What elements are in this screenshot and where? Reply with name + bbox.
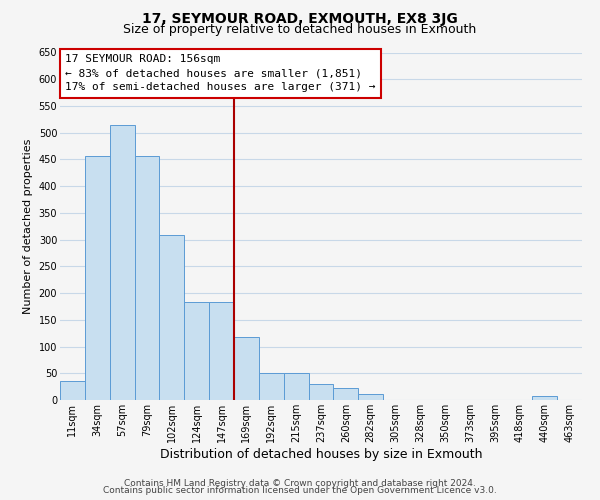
Bar [209, 302, 234, 400]
Bar [184, 302, 209, 400]
Bar [334, 388, 358, 400]
Text: Contains HM Land Registry data © Crown copyright and database right 2024.: Contains HM Land Registry data © Crown c… [124, 478, 476, 488]
Bar [234, 337, 259, 400]
Text: 17 SEYMOUR ROAD: 156sqm
← 83% of detached houses are smaller (1,851)
17% of semi: 17 SEYMOUR ROAD: 156sqm ← 83% of detache… [65, 54, 376, 92]
Bar [308, 384, 334, 400]
Text: 17, SEYMOUR ROAD, EXMOUTH, EX8 3JG: 17, SEYMOUR ROAD, EXMOUTH, EX8 3JG [142, 12, 458, 26]
Text: Contains public sector information licensed under the Open Government Licence v3: Contains public sector information licen… [103, 486, 497, 495]
Y-axis label: Number of detached properties: Number of detached properties [23, 138, 33, 314]
X-axis label: Distribution of detached houses by size in Exmouth: Distribution of detached houses by size … [160, 448, 482, 460]
Bar [284, 374, 308, 400]
Bar [358, 394, 383, 400]
Bar [60, 382, 85, 400]
Text: Size of property relative to detached houses in Exmouth: Size of property relative to detached ho… [124, 22, 476, 36]
Bar [110, 124, 134, 400]
Bar [532, 396, 557, 400]
Bar [134, 156, 160, 400]
Bar [160, 236, 184, 400]
Bar [259, 374, 284, 400]
Bar [85, 156, 110, 400]
